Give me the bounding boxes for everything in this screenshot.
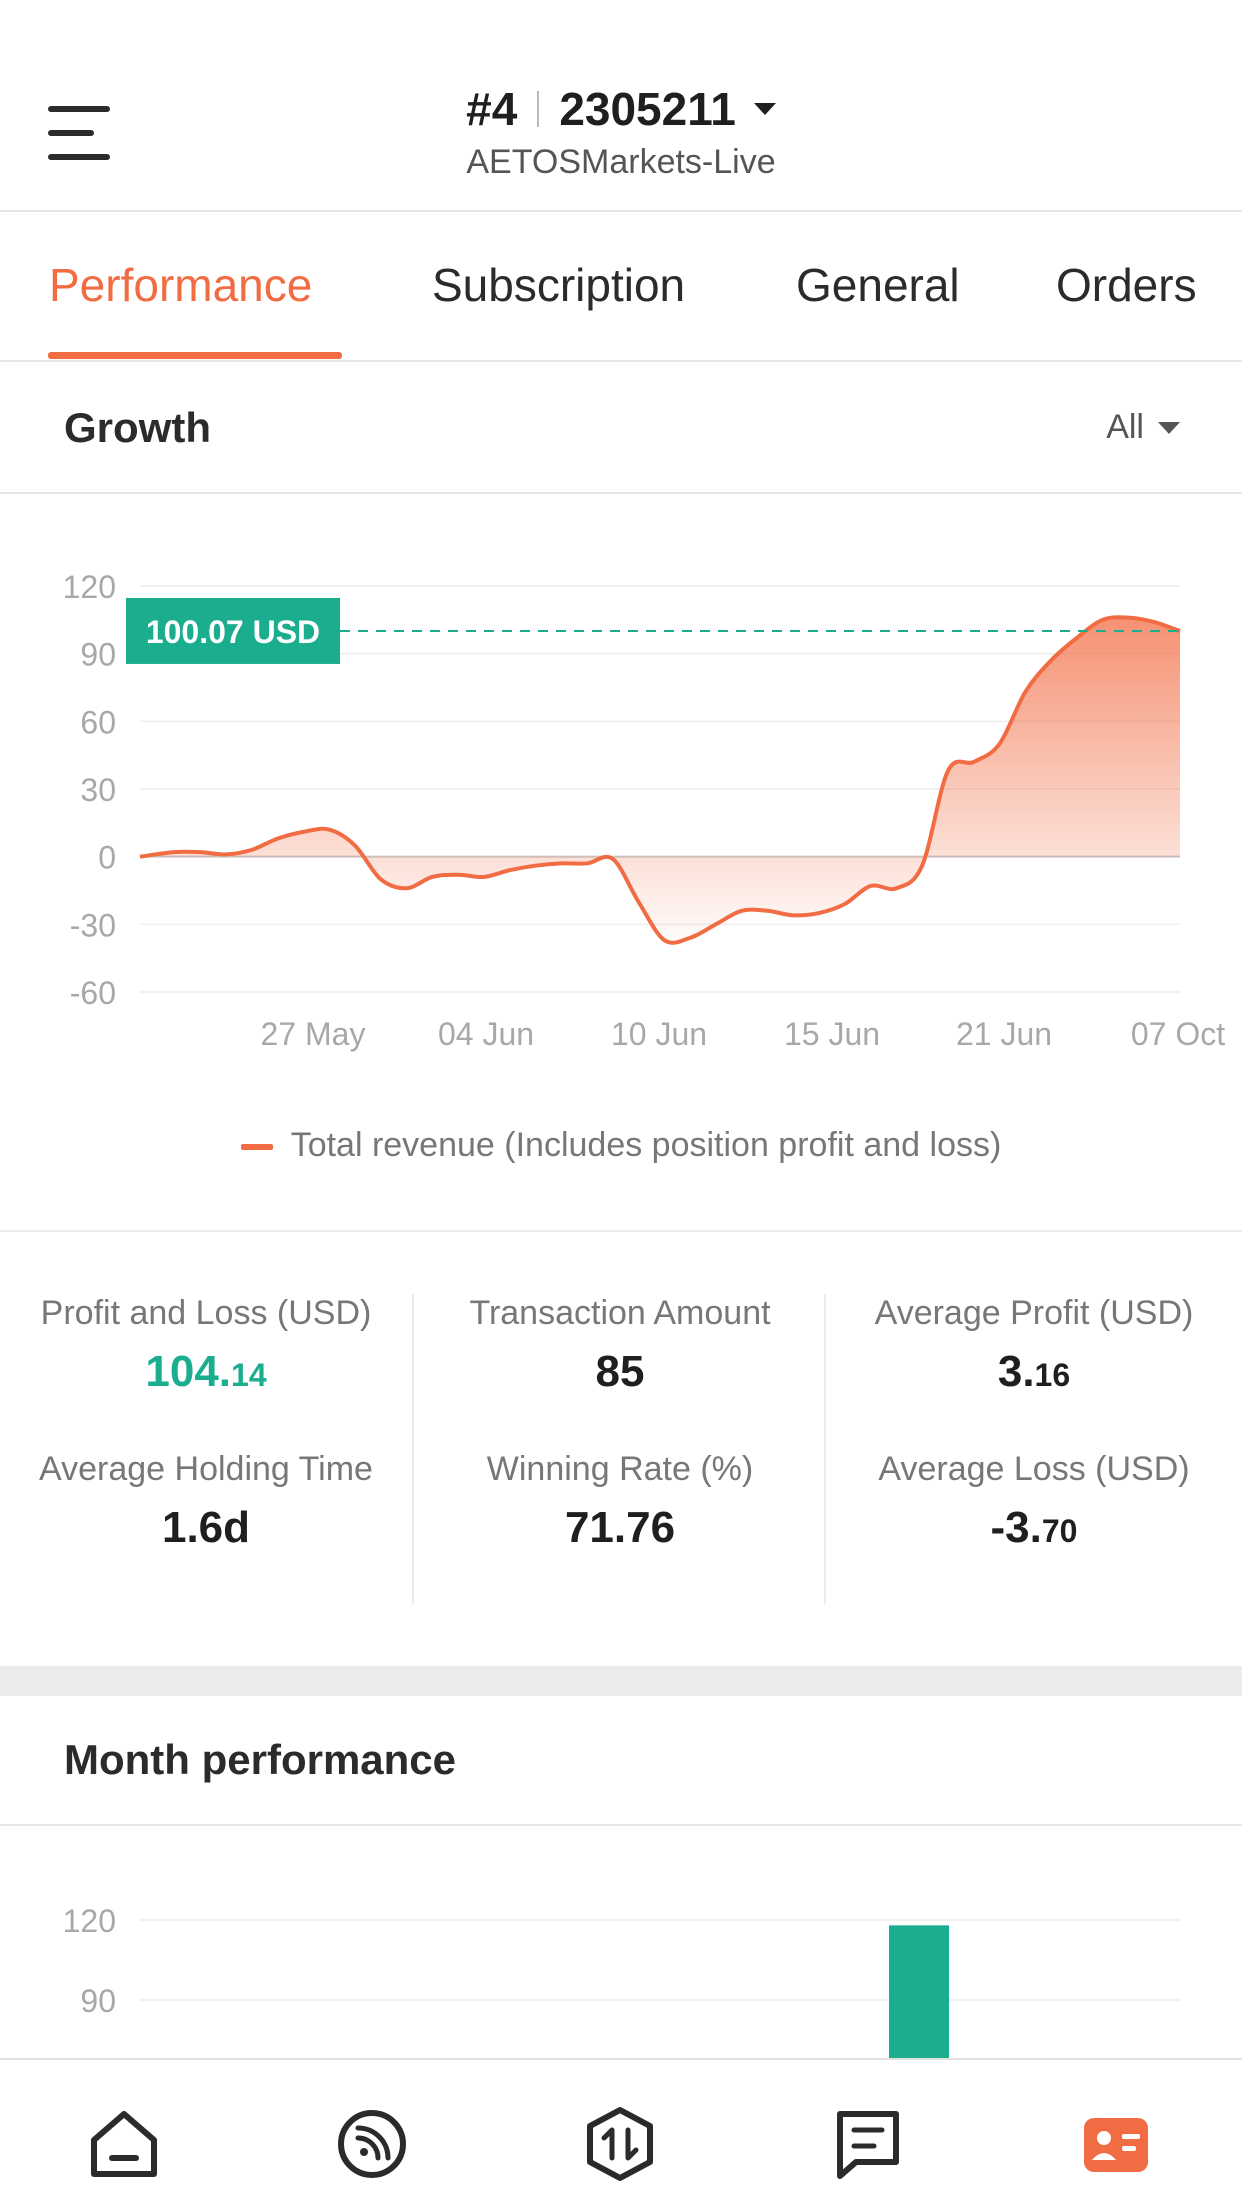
stat-value-int: -3.: [990, 1503, 1042, 1552]
stat-average-profit: Average Profit (USD) 3.16: [828, 1294, 1240, 1397]
stat-value: 1.6d: [161, 1503, 251, 1552]
month-title: Month performance: [64, 1736, 457, 1783]
x-tick-label: 04 Jun: [438, 1016, 534, 1052]
section-divider: [0, 1230, 1242, 1232]
active-tab-indicator: [48, 352, 342, 359]
range-filter[interactable]: All: [1106, 408, 1180, 447]
stat-value-dec: 14: [231, 1357, 267, 1393]
legend-label: Total revenue (Includes position profit …: [290, 1126, 1002, 1164]
stat-profit-loss: Profit and Loss (USD) 104.14: [0, 1294, 412, 1397]
y-tick-label: 120: [63, 1903, 116, 1939]
stat-value: -3.70: [828, 1503, 1240, 1553]
x-tick-label: 15 Jun: [784, 1016, 880, 1052]
stat-average-loss: Average Loss (USD) -3.70: [828, 1450, 1240, 1553]
tab-bar: Performance Subscription General Orders: [0, 214, 1242, 362]
growth-chart: 120 90 60 30 0 -30 -60 27 May 04 Jun 10 Jun 15 Ju…: [63, 569, 1226, 1052]
x-tick-label: 10 Jun: [611, 1016, 707, 1052]
stat-value: 71.76: [564, 1503, 676, 1552]
y-tick-label: 90: [80, 637, 116, 673]
caret-down-icon: [1158, 421, 1180, 434]
stat-value-int: 3.: [997, 1347, 1035, 1396]
stat-value-dec: 16: [1034, 1357, 1071, 1393]
chevron-down-icon: [753, 103, 776, 115]
x-tick-label: 07 Oct: [1131, 1016, 1225, 1052]
x-tick-label: 27 May: [261, 1016, 366, 1052]
bottom-navigation: [0, 2058, 1242, 2208]
account-id: 2305211: [559, 83, 736, 135]
server-name: AETOSMarkets-Live: [466, 143, 776, 181]
profile-card-icon[interactable]: [1078, 2106, 1154, 2182]
revenue-area: [140, 617, 1180, 943]
legend-swatch: [240, 1144, 273, 1151]
y-tick-label: -30: [70, 907, 116, 943]
message-icon[interactable]: [830, 2106, 906, 2182]
y-tick-label: 60: [80, 704, 116, 740]
stat-value: 104.14: [0, 1347, 412, 1397]
y-tick-label: -60: [70, 975, 116, 1011]
chart-legend: Total revenue (Includes position profit …: [0, 1126, 1242, 1165]
section-gap: [0, 1666, 1242, 1696]
y-tick-label: 30: [80, 772, 116, 808]
x-tick-label: 21 Jun: [956, 1016, 1052, 1052]
tab-general[interactable]: General: [796, 259, 960, 311]
stat-label: Winning Rate (%): [486, 1450, 754, 1488]
stat-value-int: 104.: [145, 1347, 232, 1396]
y-tick-label: 0: [98, 840, 116, 876]
y-tick-label: 90: [80, 1983, 116, 2019]
stat-transaction-amount: Transaction Amount 85: [414, 1294, 826, 1397]
stat-value: 85: [595, 1347, 645, 1396]
stat-label: Average Profit (USD): [874, 1294, 1194, 1332]
month-bar: [889, 1925, 949, 2058]
current-value-tag: [126, 597, 340, 664]
account-number: #4: [466, 83, 518, 135]
tab-performance[interactable]: Performance: [49, 259, 313, 311]
month-header: Month performance: [0, 1696, 1242, 1826]
stat-average-holding-time: Average Holding Time 1.6d: [0, 1450, 412, 1553]
stat-label: Average Loss (USD): [878, 1450, 1190, 1488]
stats-column-divider: [412, 1294, 414, 1604]
stat-label: Transaction Amount: [469, 1294, 771, 1332]
top-header: #4 2305211 AETOSMarkets-Live: [0, 0, 1242, 212]
growth-header: Growth All: [0, 362, 1242, 494]
tab-subscription[interactable]: Subscription: [432, 259, 686, 311]
y-tick-label: 120: [63, 569, 116, 605]
stat-label: Average Holding Time: [39, 1450, 373, 1488]
account-selector[interactable]: #4 2305211: [0, 82, 1242, 136]
month-chart: 120 90: [63, 1903, 1180, 2058]
stat-label: Profit and Loss (USD): [40, 1294, 372, 1332]
hamburger-menu-icon[interactable]: [48, 106, 112, 162]
home-icon[interactable]: [86, 2106, 162, 2182]
revenue-line: [139, 615, 1181, 945]
stats-grid: Profit and Loss (USD) 104.14 Transaction…: [0, 1294, 1242, 1606]
stat-value: 3.16: [828, 1347, 1240, 1397]
range-filter-label: All: [1106, 408, 1144, 446]
growth-title: Growth: [64, 404, 211, 451]
stat-winning-rate: Winning Rate (%) 71.76: [414, 1450, 826, 1553]
account-separator: [537, 91, 540, 127]
tab-orders[interactable]: Orders: [1056, 259, 1197, 311]
stats-column-divider: [824, 1294, 826, 1604]
trade-icon[interactable]: [582, 2106, 658, 2182]
current-value-label: 100.07 USD: [146, 614, 320, 650]
stat-value-dec: 70: [1041, 1513, 1078, 1549]
signal-feed-icon[interactable]: [334, 2106, 410, 2182]
